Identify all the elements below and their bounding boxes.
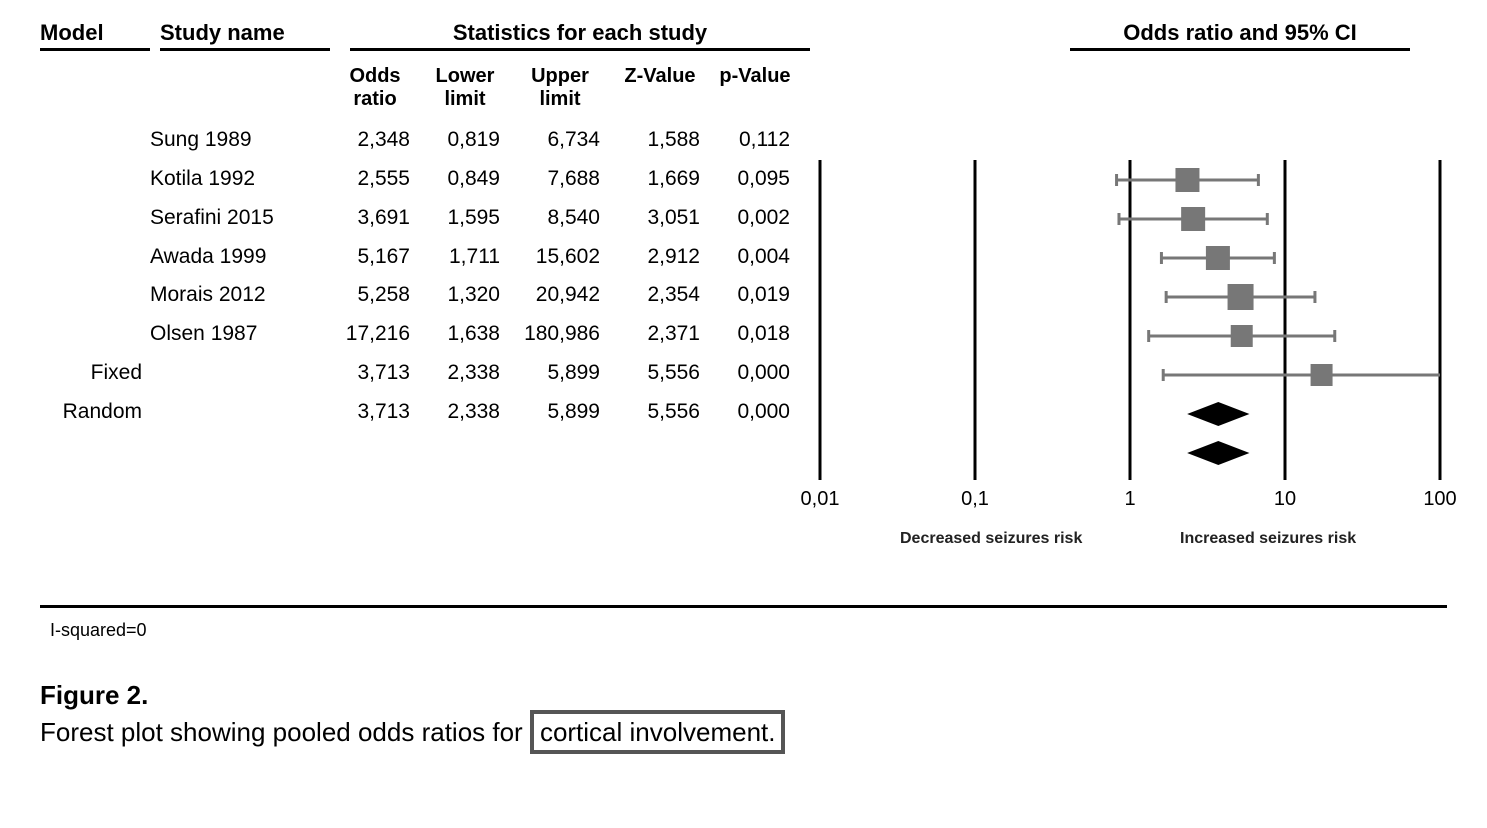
cell-c-or: 5,258 [330,276,420,315]
cell-c-model [40,121,150,160]
cell-c-p: 0,019 [710,276,800,315]
cell-c-model [40,315,150,354]
cell-c-up: 7,688 [510,160,610,199]
cell-c-study: Olsen 1987 [150,315,330,354]
sub-z: Z-Value [610,65,710,111]
axis-tick-label: 0,01 [801,488,840,511]
table-headers: Model Study name Statistics for each stu… [40,20,1447,51]
spacer [150,65,330,111]
cell-c-z: 3,051 [610,199,710,238]
hdr-orci: Odds ratio and 95% CI [1070,20,1410,51]
cell-c-model [40,160,150,199]
cell-c-p: 0,000 [710,354,800,393]
sub-up: Upper limit [510,65,610,111]
figure-label: Figure 2. [40,680,785,711]
cell-c-or: 2,348 [330,121,420,160]
cell-c-study [150,354,330,393]
cell-c-study: Sung 1989 [150,121,330,160]
axis-tick-label: 10 [1274,488,1296,511]
cell-c-or: 17,216 [330,315,420,354]
label-increased: Increased seizures risk [1180,530,1356,548]
cell-c-or: 3,691 [330,199,420,238]
cell-c-or: 5,167 [330,238,420,277]
cell-c-model [40,238,150,277]
cell-c-study: Awada 1999 [150,238,330,277]
cell-c-or: 3,713 [330,393,420,432]
cell-c-low: 2,338 [420,393,510,432]
cell-c-up: 180,986 [510,315,610,354]
hdr-stats: Statistics for each study [350,20,810,51]
cell-c-study: Serafini 2015 [150,199,330,238]
cell-c-up: 15,602 [510,238,610,277]
cell-c-or: 3,713 [330,354,420,393]
sub-p: p-Value [710,65,800,111]
cell-c-p: 0,018 [710,315,800,354]
cell-c-model [40,276,150,315]
cell-c-model: Random [40,393,150,432]
axis-tick-label: 100 [1423,488,1456,511]
spacer [40,65,150,111]
cell-c-z: 5,556 [610,393,710,432]
cell-c-z: 1,669 [610,160,710,199]
sub-or: Odds ratio [330,65,420,111]
cell-c-low: 1,595 [420,199,510,238]
cell-c-z: 5,556 [610,354,710,393]
label-decreased: Decreased seizures risk [900,530,1082,548]
cell-c-p: 0,004 [710,238,800,277]
figure-caption: Figure 2. Forest plot showing pooled odd… [40,680,785,748]
hdr-model: Model [40,20,150,51]
cell-c-p: 0,000 [710,393,800,432]
cell-c-low: 1,320 [420,276,510,315]
forest-plot [820,160,1440,500]
cell-c-low: 0,819 [420,121,510,160]
sub-low: Lower limit [420,65,510,111]
cell-c-z: 2,912 [610,238,710,277]
cell-c-p: 0,002 [710,199,800,238]
axis-tick-label: 1 [1124,488,1135,511]
cell-c-up: 5,899 [510,354,610,393]
cell-c-up: 20,942 [510,276,610,315]
cell-c-z: 2,354 [610,276,710,315]
cell-c-p: 0,095 [710,160,800,199]
cell-c-study: Kotila 1992 [150,160,330,199]
cell-c-study [150,393,330,432]
cell-c-z: 2,371 [610,315,710,354]
cell-c-low: 1,638 [420,315,510,354]
cell-c-model: Fixed [40,354,150,393]
cell-c-low: 1,711 [420,238,510,277]
i-squared: I-squared=0 [50,620,147,641]
cell-c-low: 0,849 [420,160,510,199]
cell-c-model [40,199,150,238]
caption-pre: Forest plot showing pooled odds ratios f… [40,717,530,747]
cell-c-or: 2,555 [330,160,420,199]
cell-c-p: 0,112 [710,121,800,160]
cell-c-up: 5,899 [510,393,610,432]
table-row: Sung 19892,3480,8196,7341,5880,112 [40,121,1447,160]
divider [40,605,1447,608]
axis-tick-label: 0,1 [961,488,989,511]
caption-boxed: cortical involvement. [530,710,786,754]
cell-c-study: Morais 2012 [150,276,330,315]
cell-c-low: 2,338 [420,354,510,393]
cell-c-up: 6,734 [510,121,610,160]
forest-svg [820,160,1440,500]
hdr-study: Study name [160,20,330,51]
cell-c-up: 8,540 [510,199,610,238]
table-subheaders: Odds ratio Lower limit Upper limit Z-Val… [40,65,1447,111]
page: Model Study name Statistics for each stu… [0,0,1487,828]
cell-c-z: 1,588 [610,121,710,160]
